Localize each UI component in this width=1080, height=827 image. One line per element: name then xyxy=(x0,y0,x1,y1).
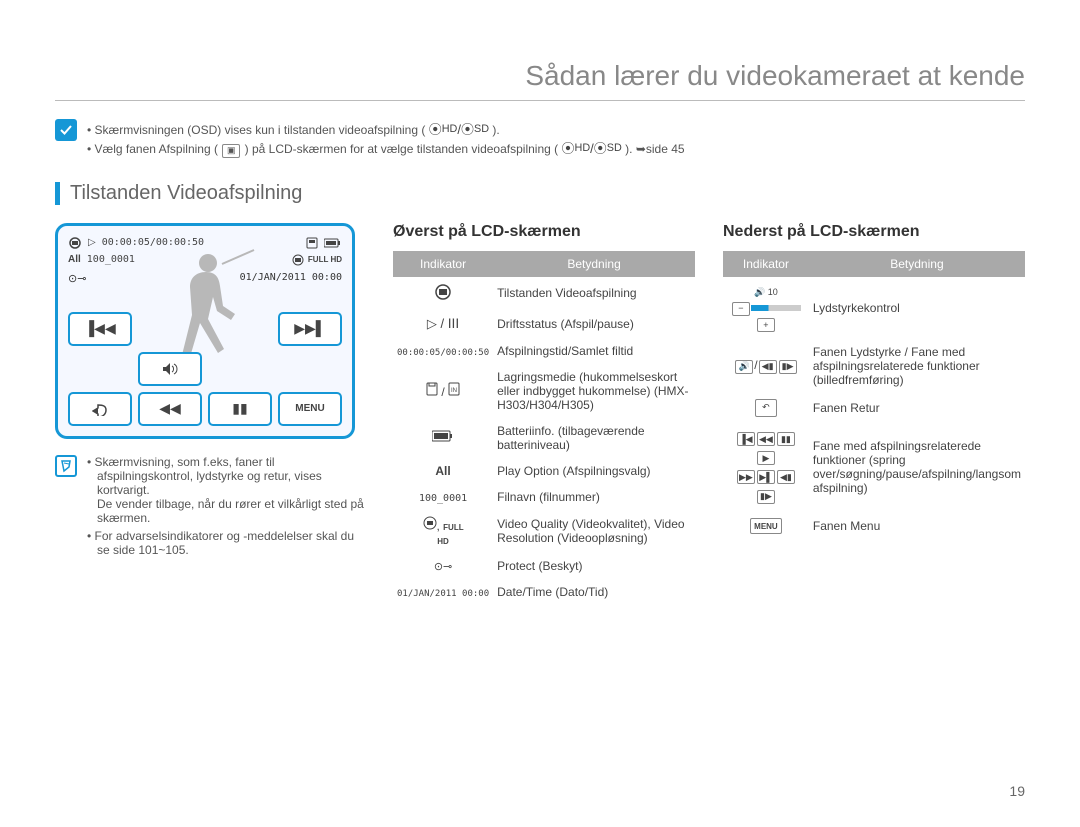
note-item-1: Skærmvisning, som f.eks, faner til afspi… xyxy=(87,455,365,525)
intro-box: Skærmvisningen (OSD) vises kun i tilstan… xyxy=(55,119,1025,158)
table-row: Batteriinfo. (tilbageværende batterinive… xyxy=(393,418,695,458)
table-row: ↶ Fanen Retur xyxy=(723,393,1025,423)
volume-indicator: 🔊 10 −+ xyxy=(727,283,805,333)
table-header-meaning: Betydning xyxy=(809,251,1025,277)
intro-line-1: Skærmvisningen (OSD) vises kun i tilstan… xyxy=(87,119,685,138)
quality-icon xyxy=(292,254,304,266)
table-row: 01/JAN/2011 00:00 Date/Time (Dato/Tid) xyxy=(393,579,695,605)
lcd-screen: ▷ 00:00:05/00:00:50 All 100_0001 FULL HD xyxy=(55,223,355,439)
table-row: / IN Lagringsmedie (hukommelseskort elle… xyxy=(393,364,695,418)
note-box: Skærmvisning, som f.eks, faner til afspi… xyxy=(55,455,365,561)
lcd-filename: 100_0001 xyxy=(87,254,135,265)
table-row: 🔊 10 −+ Lydstyrkekontrol xyxy=(723,277,1025,339)
table-header-indicator: Indikator xyxy=(393,251,493,277)
note-item-2: For advarselsindikatorer og -meddelelser… xyxy=(87,529,365,557)
rewind-button[interactable]: ◀◀ xyxy=(138,392,202,426)
videomode-icon xyxy=(434,283,452,301)
filename-indicator: 100_0001 xyxy=(419,493,467,504)
table-row: Tilstanden Videoafspilning xyxy=(393,277,695,310)
play-pause-icon: ▷ / ⅠⅠⅠ xyxy=(427,316,459,332)
left-table-heading: Øverst på LCD-skærmen xyxy=(393,223,695,241)
playctrl-indicator: ▐◀◀◀▮▮▶ ▶▶▶▌◀▮▮▶ xyxy=(727,429,805,506)
table-header-indicator: Indikator xyxy=(723,251,809,277)
voltab-indicator: 🔊/◀▮▮▶ xyxy=(734,358,797,372)
page-title: Sådan lærer du videokameraet at kende xyxy=(55,60,1025,101)
table-header-meaning: Betydning xyxy=(493,251,695,277)
table-row: , FULLHD Video Quality (Videokvalitet), … xyxy=(393,510,695,553)
menu-indicator: MENU xyxy=(750,518,782,534)
table-row: 🔊/◀▮▮▶ Fanen Lydstyrke / Fane med afspil… xyxy=(723,339,1025,393)
svg-text:IN: IN xyxy=(451,388,457,394)
battery-icon xyxy=(324,238,342,248)
pause-button[interactable]: ▮▮ xyxy=(208,392,272,426)
table-row: 00:00:05/00:00:50 Afspilningstid/Samlet … xyxy=(393,338,695,364)
menu-button[interactable]: MENU xyxy=(278,392,342,426)
right-table-heading: Nederst på LCD-skærmen xyxy=(723,223,1025,241)
table-row: All Play Option (Afspilningsvalg) xyxy=(393,458,695,484)
return-icon: ↶ xyxy=(755,399,777,417)
section-heading: Tilstanden Videoafspilning xyxy=(55,182,1025,205)
volume-button[interactable] xyxy=(138,352,202,386)
card-icon xyxy=(306,237,318,249)
table-row: ▷ / ⅠⅠⅠ Driftsstatus (Afspil/pause) xyxy=(393,310,695,338)
return-button[interactable] xyxy=(68,392,132,426)
all-label: All xyxy=(68,254,81,265)
page-number: 19 xyxy=(1009,783,1025,799)
full-hd-label: FULL HD xyxy=(308,255,342,264)
table-row: MENU Fanen Menu xyxy=(723,512,1025,541)
all-indicator: All xyxy=(435,464,450,478)
protect-icon: ⊙⊸ xyxy=(68,272,86,285)
next-button[interactable]: ▶▶▌ xyxy=(278,312,342,346)
check-icon xyxy=(55,119,77,141)
note-icon xyxy=(55,455,77,477)
quality-icon: , FULLHD xyxy=(423,519,464,547)
storage-icon: / IN xyxy=(426,385,460,399)
prev-button[interactable]: ▐◀◀ xyxy=(68,312,132,346)
videomode-icon xyxy=(68,236,82,250)
table-row: ⊙⊸ Protect (Beskyt) xyxy=(393,553,695,579)
play-icon: ▷ xyxy=(88,237,96,248)
timecode-indicator: 00:00:05/00:00:50 xyxy=(397,348,489,358)
left-indicator-table: Indikator Betydning Tilstanden Videoafsp… xyxy=(393,251,695,605)
right-indicator-table: Indikator Betydning 🔊 10 −+ Lydstyrkekon… xyxy=(723,251,1025,541)
datetime-indicator: 01/JAN/2011 00:00 xyxy=(397,589,489,599)
battery-icon xyxy=(432,430,454,442)
table-row: ▐◀◀◀▮▮▶ ▶▶▶▌◀▮▮▶ Fane med afspilningsrel… xyxy=(723,423,1025,512)
table-row: 100_0001 Filnavn (filnummer) xyxy=(393,484,695,510)
intro-line-2: Vælg fanen Afspilning ( ▣ ) på LCD-skærm… xyxy=(87,138,685,158)
protect-icon: ⊙⊸ xyxy=(434,560,452,573)
